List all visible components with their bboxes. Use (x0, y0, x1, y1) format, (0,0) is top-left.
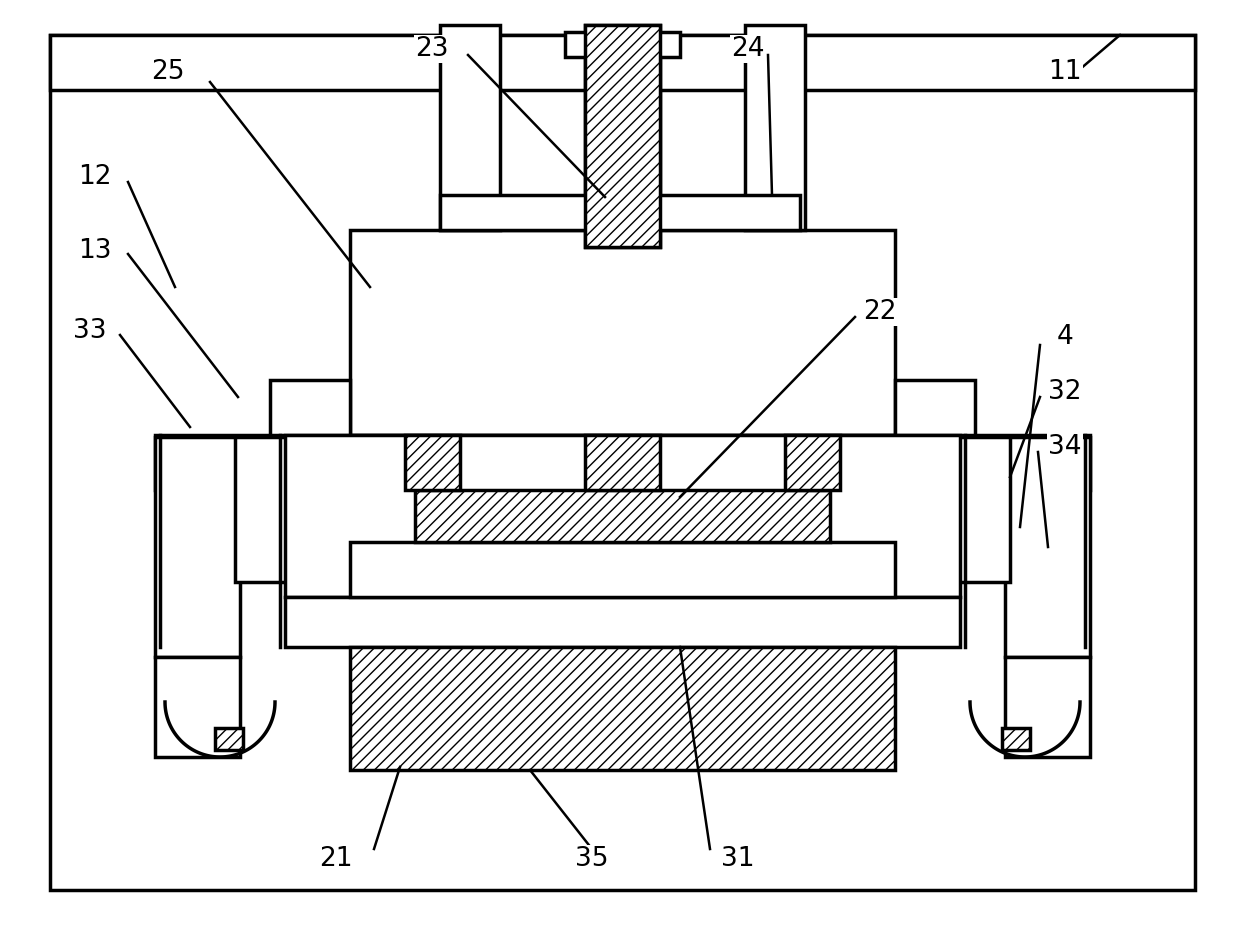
Text: 24: 24 (732, 36, 765, 62)
Bar (285, 435, 960, 597)
Text: 35: 35 (575, 846, 609, 872)
Text: 4: 4 (1056, 324, 1074, 350)
Bar (215, 728, 243, 750)
Bar (785, 435, 839, 490)
Bar (350, 647, 895, 770)
Bar (155, 437, 241, 657)
Bar (895, 380, 975, 435)
Text: 21: 21 (319, 846, 352, 872)
Text: 32: 32 (1048, 379, 1081, 405)
Bar (405, 435, 460, 490)
Text: 23: 23 (415, 36, 449, 62)
Bar (585, 25, 660, 247)
Bar (1004, 437, 1090, 657)
Bar (1004, 657, 1090, 757)
Bar (945, 437, 1011, 582)
Text: 12: 12 (78, 164, 112, 190)
Bar (350, 230, 895, 435)
Bar (270, 380, 350, 435)
Bar (745, 25, 805, 230)
Bar (155, 657, 241, 757)
Text: 31: 31 (722, 846, 755, 872)
Bar (236, 437, 300, 582)
Bar (50, 35, 1195, 90)
Bar (1002, 728, 1030, 750)
Bar (285, 597, 960, 647)
Bar (155, 435, 1090, 490)
Bar (585, 435, 660, 490)
Bar (585, 25, 660, 247)
Text: 33: 33 (73, 318, 107, 344)
Bar (565, 32, 680, 57)
Bar (350, 542, 895, 597)
Bar (350, 435, 895, 490)
Text: 11: 11 (1048, 59, 1081, 85)
Bar (440, 195, 800, 230)
Text: 34: 34 (1048, 434, 1081, 460)
Bar (440, 25, 500, 230)
Text: 25: 25 (151, 59, 185, 85)
Bar (415, 490, 830, 542)
Text: 22: 22 (863, 299, 897, 325)
Text: 13: 13 (78, 238, 112, 264)
